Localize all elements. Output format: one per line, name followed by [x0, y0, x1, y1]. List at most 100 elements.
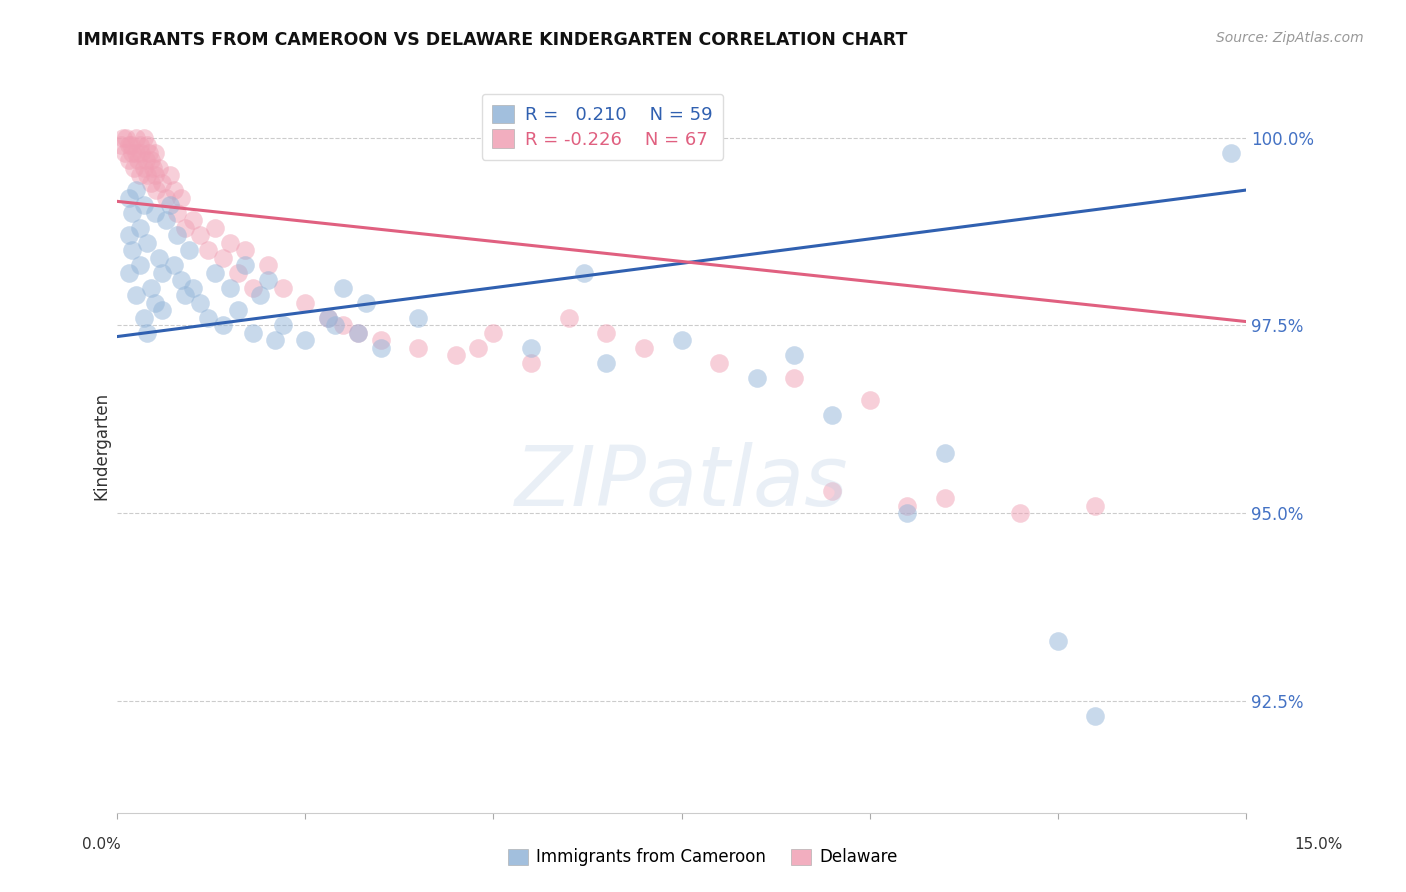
Point	[128, 168, 150, 182]
Point	[1084, 708, 1107, 723]
Point	[316, 310, 339, 325]
Point	[136, 138, 159, 153]
Point	[155, 213, 177, 227]
Point	[316, 310, 339, 325]
Point	[142, 161, 165, 175]
Point	[219, 235, 242, 250]
Point	[204, 266, 226, 280]
Point	[204, 220, 226, 235]
Point	[152, 176, 174, 190]
Point	[264, 334, 287, 348]
Point	[152, 266, 174, 280]
Point	[122, 161, 145, 175]
Point	[294, 295, 316, 310]
Point	[145, 183, 167, 197]
Point	[219, 281, 242, 295]
Point	[148, 161, 170, 175]
Point	[406, 341, 429, 355]
Point	[166, 228, 188, 243]
Point	[1046, 633, 1069, 648]
Point	[112, 130, 135, 145]
Text: ZIPatlas: ZIPatlas	[515, 442, 848, 523]
Point	[125, 288, 148, 302]
Point	[117, 138, 139, 153]
Point	[595, 356, 617, 370]
Point	[128, 258, 150, 272]
Point	[135, 153, 157, 167]
Point	[136, 235, 159, 250]
Point	[148, 251, 170, 265]
Point	[143, 205, 166, 219]
Point	[132, 161, 155, 175]
Point	[136, 326, 159, 340]
Point	[347, 326, 370, 340]
Point	[197, 243, 219, 257]
Point	[707, 356, 730, 370]
Y-axis label: Kindergarten: Kindergarten	[93, 392, 110, 500]
Point	[482, 326, 505, 340]
Point	[152, 303, 174, 318]
Point	[934, 491, 956, 505]
Point	[1219, 145, 1241, 160]
Point	[155, 191, 177, 205]
Point	[125, 130, 148, 145]
Point	[294, 334, 316, 348]
Point	[139, 153, 162, 167]
Point	[233, 243, 256, 257]
Text: Source: ZipAtlas.com: Source: ZipAtlas.com	[1216, 31, 1364, 45]
Text: 15.0%: 15.0%	[1295, 838, 1343, 852]
Point	[745, 371, 768, 385]
Point	[139, 176, 162, 190]
Point	[233, 258, 256, 272]
Point	[783, 348, 806, 362]
Point	[163, 258, 186, 272]
Point	[347, 326, 370, 340]
Point	[170, 273, 193, 287]
Point	[226, 266, 249, 280]
Legend: Immigrants from Cameroon, Delaware: Immigrants from Cameroon, Delaware	[502, 842, 904, 873]
Point	[520, 356, 543, 370]
Point	[138, 145, 160, 160]
Point	[671, 334, 693, 348]
Point	[174, 220, 197, 235]
Point	[520, 341, 543, 355]
Point	[1084, 499, 1107, 513]
Point	[121, 205, 143, 219]
Point	[121, 243, 143, 257]
Point	[166, 205, 188, 219]
Point	[177, 243, 200, 257]
Point	[159, 168, 181, 182]
Point	[163, 183, 186, 197]
Point	[170, 191, 193, 205]
Point	[132, 130, 155, 145]
Point	[174, 288, 197, 302]
Point	[128, 220, 150, 235]
Point	[325, 318, 347, 333]
Point	[1010, 506, 1032, 520]
Text: IMMIGRANTS FROM CAMEROON VS DELAWARE KINDERGARTEN CORRELATION CHART: IMMIGRANTS FROM CAMEROON VS DELAWARE KIN…	[77, 31, 908, 49]
Point	[467, 341, 489, 355]
Point	[128, 138, 150, 153]
Point	[557, 310, 579, 325]
Point	[125, 145, 148, 160]
Point	[896, 499, 918, 513]
Point	[821, 409, 844, 423]
Point	[159, 198, 181, 212]
Point	[934, 446, 956, 460]
Point	[143, 145, 166, 160]
Point	[256, 273, 278, 287]
Point	[444, 348, 467, 362]
Point	[117, 153, 139, 167]
Point	[139, 281, 162, 295]
Point	[132, 198, 155, 212]
Point	[271, 281, 294, 295]
Point	[256, 258, 278, 272]
Point	[370, 341, 392, 355]
Point	[115, 130, 138, 145]
Point	[242, 326, 264, 340]
Point	[127, 153, 149, 167]
Point	[332, 281, 354, 295]
Point	[117, 266, 139, 280]
Point	[242, 281, 264, 295]
Point	[406, 310, 429, 325]
